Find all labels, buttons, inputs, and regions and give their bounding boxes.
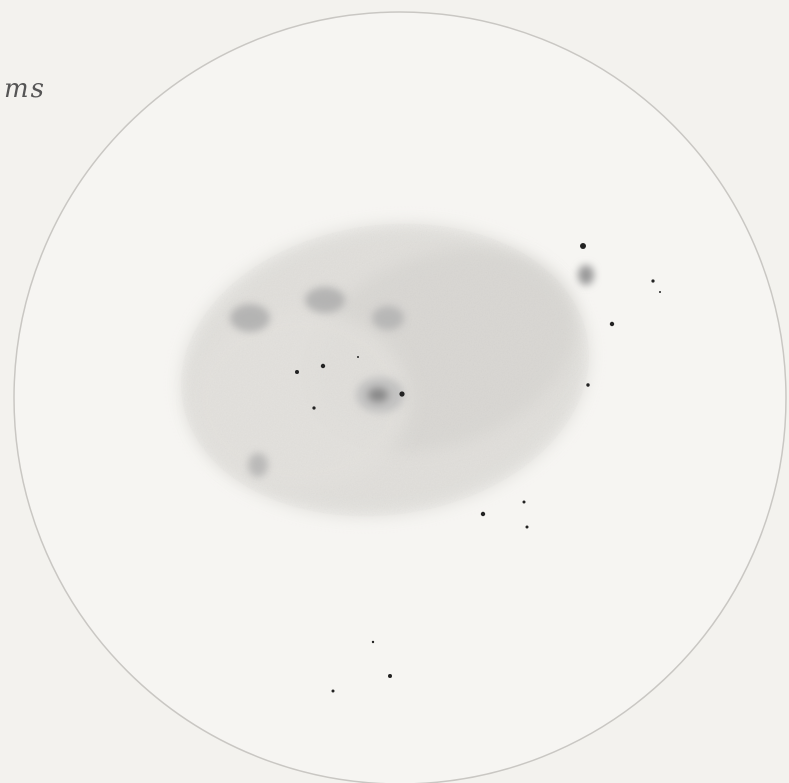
stars (295, 243, 661, 693)
signature: ms (4, 74, 46, 104)
galaxy (180, 223, 594, 517)
